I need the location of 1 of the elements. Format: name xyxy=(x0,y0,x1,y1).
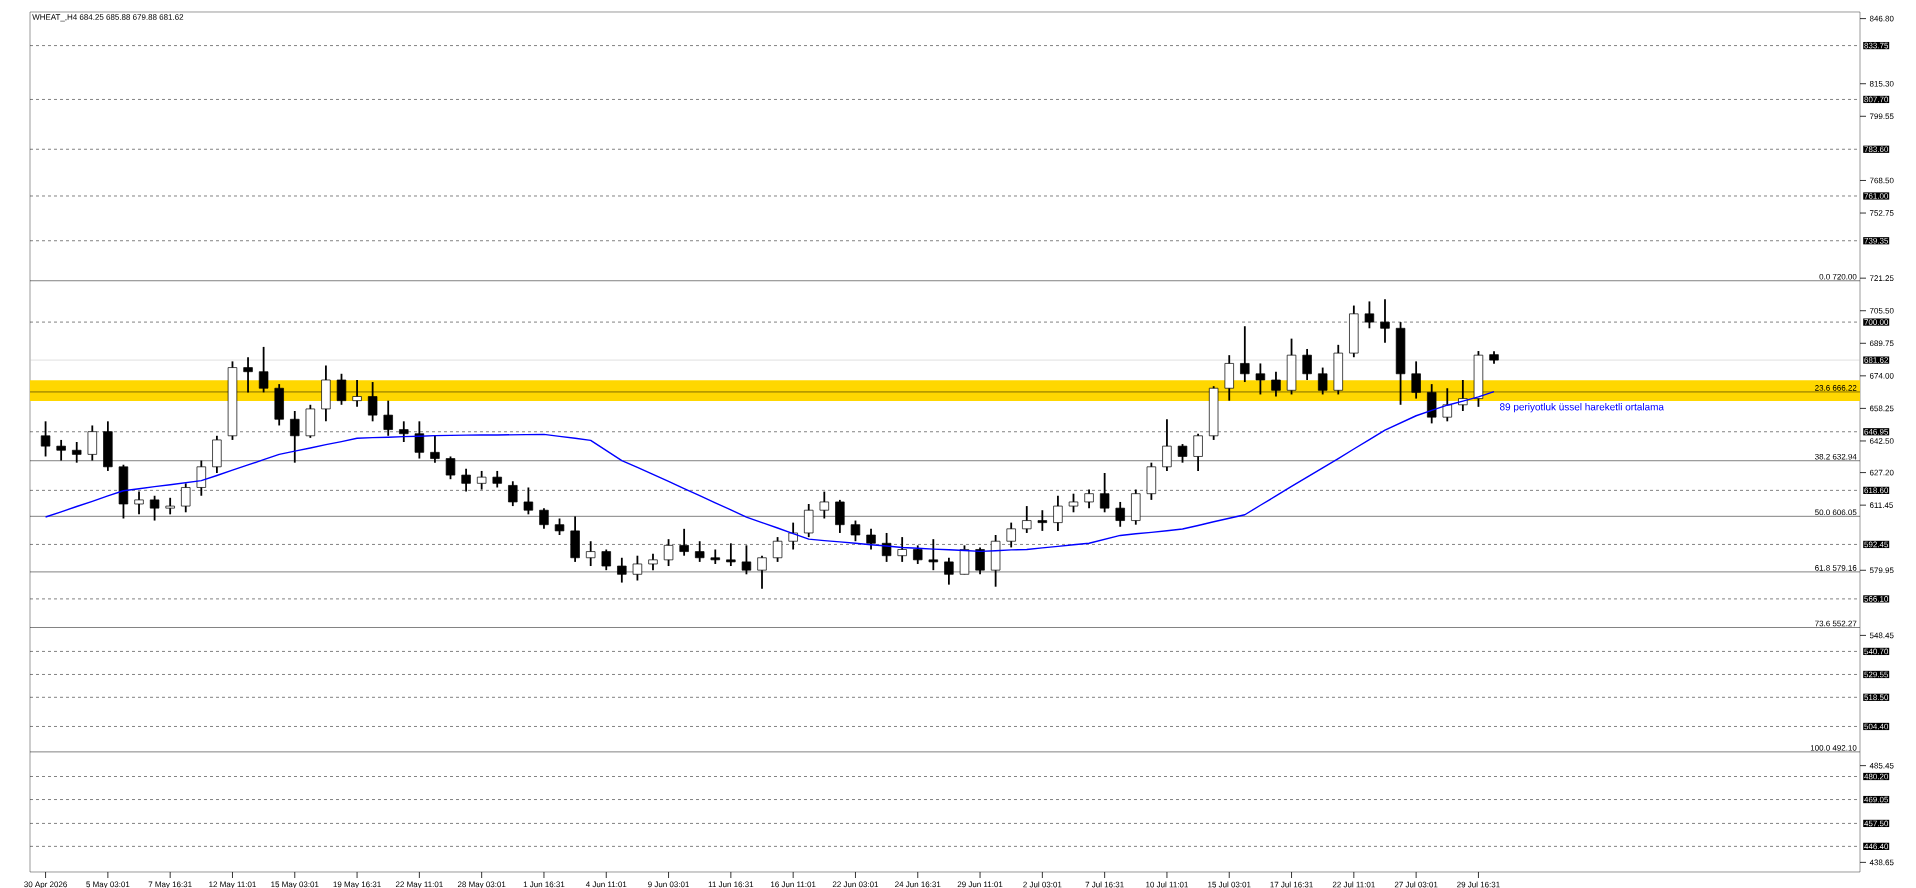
series-label: 89 periyotluk üssel hareketli ortalama xyxy=(1499,403,1664,413)
